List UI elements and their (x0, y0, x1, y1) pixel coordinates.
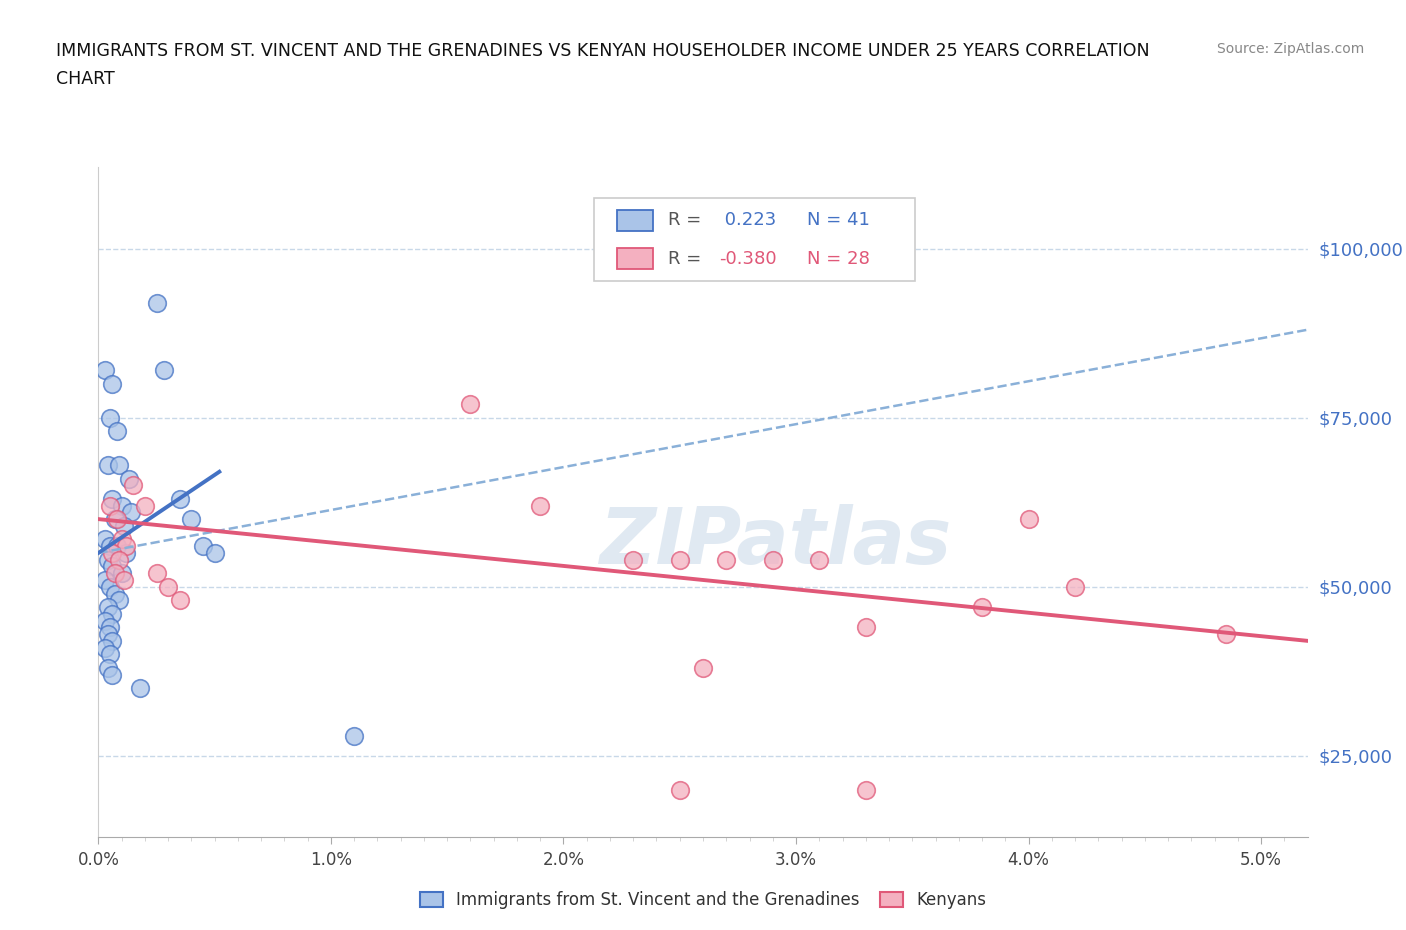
Text: -0.380: -0.380 (718, 249, 776, 268)
Point (621, 552, 644, 567)
Point (118, 472, 141, 486)
Point (104, 586, 127, 601)
Point (111, 498, 134, 513)
Point (112, 573, 135, 588)
Point (105, 538, 128, 553)
Point (343, 728, 366, 743)
Text: R =: R = (668, 249, 707, 268)
Point (94, 573, 117, 588)
Point (157, 579, 180, 594)
Point (111, 532, 134, 547)
Point (98, 647, 121, 662)
Point (98, 410, 121, 425)
Point (101, 377, 124, 392)
Point (115, 546, 138, 561)
Point (180, 512, 202, 526)
Point (1215, 627, 1237, 642)
Point (94, 363, 117, 378)
Point (101, 559, 124, 574)
Point (129, 681, 152, 696)
Point (101, 491, 124, 506)
Point (145, 295, 167, 310)
Point (169, 491, 191, 506)
Point (762, 552, 785, 567)
Point (152, 363, 174, 378)
FancyBboxPatch shape (617, 209, 654, 231)
Point (98, 620, 121, 635)
Point (191, 538, 214, 553)
Point (97, 552, 120, 567)
Point (108, 552, 131, 567)
Point (94, 640, 117, 655)
Text: Source: ZipAtlas.com: Source: ZipAtlas.com (1216, 42, 1364, 56)
Point (101, 633, 124, 648)
Point (460, 397, 482, 412)
Point (692, 660, 714, 675)
Point (97, 660, 120, 675)
Text: 0.223: 0.223 (718, 211, 776, 229)
Point (668, 782, 690, 797)
Point (115, 538, 138, 553)
Text: R =: R = (668, 211, 707, 229)
Point (104, 565, 127, 580)
FancyBboxPatch shape (617, 248, 654, 269)
Point (97, 458, 120, 472)
Point (204, 546, 226, 561)
Point (101, 546, 124, 561)
Point (1064, 579, 1087, 594)
Point (855, 620, 877, 635)
Point (169, 592, 191, 607)
Text: N = 28: N = 28 (807, 249, 870, 268)
Point (105, 424, 128, 439)
Point (105, 512, 128, 526)
Point (94, 532, 117, 547)
Point (94, 613, 117, 628)
Point (101, 606, 124, 621)
Point (529, 498, 551, 513)
Point (120, 505, 142, 520)
Point (134, 498, 156, 513)
Text: N = 41: N = 41 (807, 211, 870, 229)
Point (112, 518, 135, 533)
Text: IMMIGRANTS FROM ST. VINCENT AND THE GRENADINES VS KENYAN HOUSEHOLDER INCOME UNDE: IMMIGRANTS FROM ST. VINCENT AND THE GREN… (56, 42, 1150, 60)
Point (98, 538, 121, 553)
Point (98, 498, 121, 513)
Point (104, 512, 127, 526)
Point (108, 592, 131, 607)
Text: CHART: CHART (56, 70, 115, 87)
Point (97, 600, 120, 615)
Point (97, 627, 120, 642)
Legend: Immigrants from St. Vincent and the Grenadines, Kenyans: Immigrants from St. Vincent and the Gren… (413, 884, 993, 916)
Point (111, 565, 134, 580)
Point (716, 552, 738, 567)
Point (668, 552, 690, 567)
Point (145, 565, 167, 580)
Point (122, 478, 145, 493)
Point (101, 667, 124, 682)
Point (108, 458, 131, 472)
Point (808, 552, 831, 567)
Point (1018, 512, 1040, 526)
Text: ZIPatlas: ZIPatlas (599, 504, 952, 580)
Point (855, 782, 877, 797)
FancyBboxPatch shape (595, 197, 915, 281)
Point (970, 600, 993, 615)
Point (98, 579, 121, 594)
